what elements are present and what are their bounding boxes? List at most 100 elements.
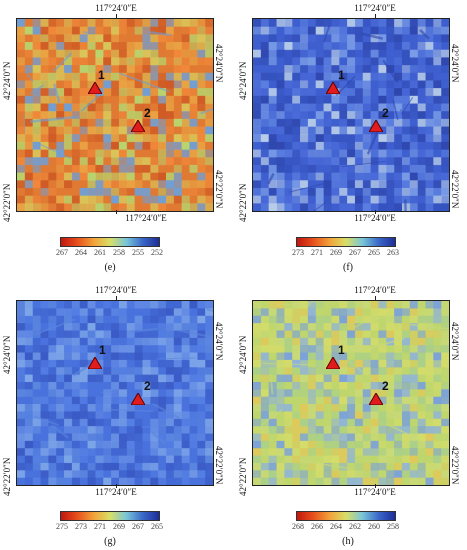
- raster-cell: [378, 337, 387, 346]
- raster-cell: [417, 359, 426, 368]
- raster-cell: [347, 411, 356, 420]
- raster-cell: [181, 352, 190, 361]
- raster-cell: [48, 477, 57, 485]
- raster-cell: [370, 470, 379, 479]
- raster-cell: [150, 448, 159, 456]
- raster-cell: [87, 203, 96, 211]
- raster-cell: [323, 134, 332, 143]
- raster-cell: [417, 426, 426, 434]
- raster-cell: [87, 374, 96, 383]
- raster-cell: [48, 381, 57, 390]
- raster-cell: [307, 411, 317, 420]
- raster-cell: [56, 111, 65, 120]
- raster-cell: [401, 134, 411, 143]
- raster-cell: [300, 337, 309, 346]
- raster-cell: [118, 111, 128, 120]
- raster-cell: [173, 381, 183, 390]
- raster-cell: [40, 330, 49, 339]
- raster-cell: [158, 462, 167, 471]
- colorbar-tick-label: 262: [349, 522, 361, 531]
- raster-cell: [394, 57, 403, 66]
- raster-cell: [315, 345, 324, 353]
- raster-cell: [40, 374, 49, 383]
- raster-cell: [103, 49, 112, 58]
- raster-cell: [409, 172, 419, 181]
- raster-cell: [165, 470, 175, 479]
- raster-cell: [181, 315, 190, 324]
- raster-cell: [134, 404, 143, 412]
- raster-cell: [394, 19, 403, 28]
- raster-cell: [103, 330, 112, 339]
- raster-cell: [315, 118, 324, 127]
- raster-cell: [331, 330, 340, 339]
- raster-cell: [173, 180, 183, 189]
- raster-cell: [95, 381, 104, 390]
- raster-cell: [362, 111, 371, 120]
- raster-cell: [48, 149, 57, 158]
- raster-cell: [87, 65, 96, 74]
- raster-cell: [40, 352, 49, 361]
- raster-cell: [189, 157, 198, 166]
- caption-g: (g): [104, 536, 116, 547]
- raster-cell: [134, 180, 143, 189]
- raster-cell: [433, 134, 442, 143]
- raster-cell: [181, 134, 190, 143]
- raster-cell: [425, 118, 434, 127]
- site-1-marker-icon: [326, 357, 340, 369]
- raster-cell: [24, 337, 34, 346]
- raster-cell: [292, 440, 301, 449]
- raster-cell: [370, 308, 379, 317]
- raster-cell: [386, 315, 395, 324]
- raster-cell: [331, 80, 340, 89]
- raster-cell: [323, 404, 332, 412]
- raster-cell: [95, 72, 104, 81]
- raster-cell: [339, 440, 348, 449]
- raster-cell: [284, 455, 293, 464]
- raster-cell: [48, 80, 57, 89]
- raster-streak: [392, 99, 399, 121]
- raster-cell: [79, 308, 88, 317]
- raster-cell: [71, 330, 81, 339]
- raster-cell: [173, 65, 183, 74]
- raster-cell: [441, 118, 449, 127]
- raster-cell: [323, 57, 332, 66]
- raster-cell: [64, 72, 73, 81]
- raster-cell: [173, 455, 183, 464]
- raster-cell: [134, 315, 143, 324]
- raster-cell: [307, 433, 317, 442]
- raster-cell: [394, 440, 403, 449]
- raster-cell: [394, 352, 403, 361]
- raster-cell: [292, 34, 301, 43]
- raster-streak: [382, 59, 399, 83]
- raster-cell: [260, 111, 270, 120]
- raster-cell: [315, 88, 324, 97]
- lon-label-bottom-g: 117°24′0″E: [95, 487, 137, 497]
- raster-cell: [401, 440, 411, 449]
- raster-cell: [441, 49, 449, 58]
- raster-cell: [300, 315, 309, 324]
- raster-cell: [32, 389, 41, 398]
- raster-cell: [197, 426, 206, 434]
- raster-cell: [189, 134, 198, 143]
- raster-cell: [158, 88, 167, 97]
- raster-cell: [409, 315, 419, 324]
- raster-cell: [142, 26, 151, 35]
- raster-cell: [300, 88, 309, 97]
- raster-cell: [79, 477, 88, 485]
- raster-cell: [260, 345, 270, 353]
- raster-cell: [56, 455, 65, 464]
- raster-cell: [32, 345, 41, 353]
- raster-cell: [378, 195, 387, 204]
- raster-cell: [441, 308, 449, 317]
- raster-cell: [17, 323, 26, 331]
- raster-cell: [347, 72, 356, 81]
- raster-cell: [386, 57, 395, 66]
- raster-cell: [40, 65, 49, 74]
- raster-cell: [315, 352, 324, 361]
- lon-label-bottom-e: 117°24′0″E: [125, 213, 167, 223]
- raster-cell: [409, 389, 419, 398]
- raster-cell: [331, 195, 340, 204]
- raster-cell: [87, 404, 96, 412]
- raster-cell: [292, 80, 301, 89]
- raster-cell: [48, 345, 57, 353]
